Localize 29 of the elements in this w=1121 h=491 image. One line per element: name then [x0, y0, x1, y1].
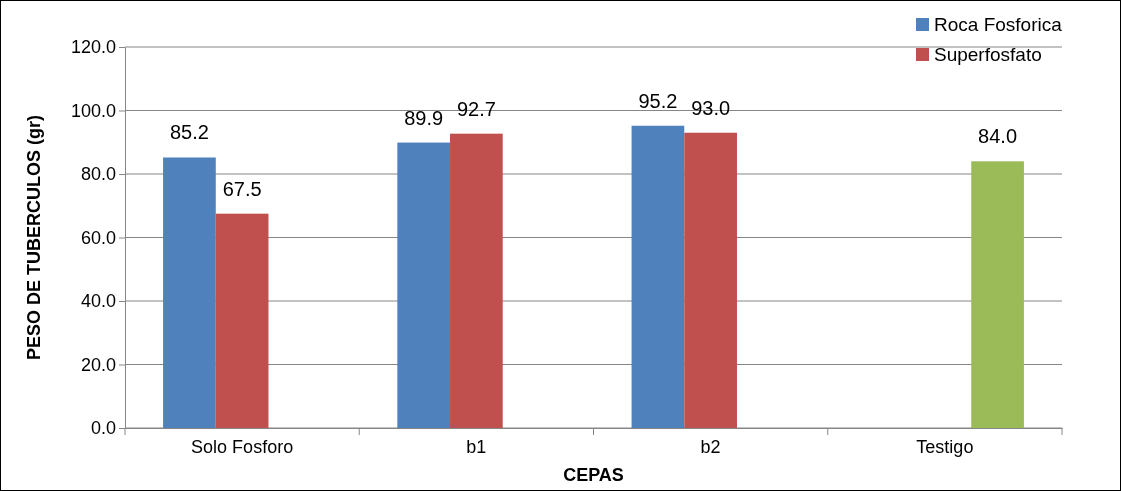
y-tick-label: 40.0: [80, 291, 116, 312]
data-label: 67.5: [222, 177, 262, 200]
y-axis-title: PESO DE TUBERCULOS (gr): [24, 114, 44, 361]
data-label: 93.0: [691, 96, 731, 119]
legend-label: Superfosfato: [934, 44, 1042, 65]
bar: [450, 133, 503, 428]
x-tick-label: b2: [700, 436, 721, 457]
x-tick-label: Testigo: [916, 436, 974, 457]
x-tick-label: Solo Fosforo: [191, 436, 294, 457]
x-tick-label: b1: [466, 436, 487, 457]
data-label: 84.0: [978, 125, 1018, 148]
data-label: 95.2: [638, 89, 678, 112]
y-tick-label: 60.0: [80, 227, 116, 248]
y-tick-label: 80.0: [80, 164, 116, 185]
x-axis-title: CEPAS: [563, 465, 624, 485]
y-tick-label: 120.0: [70, 37, 116, 58]
y-tick-label: 20.0: [80, 354, 116, 375]
y-tick-label: 0.0: [90, 418, 116, 439]
data-label: 89.9: [404, 106, 444, 129]
data-label: 92.7: [456, 97, 496, 120]
bar: [215, 213, 269, 428]
bar: [631, 125, 685, 428]
bar: [684, 132, 737, 428]
legend-label: Roca Fosforica: [934, 14, 1063, 35]
bar: [163, 157, 216, 428]
bar: [397, 142, 451, 428]
data-label: 85.2: [169, 121, 209, 144]
y-tick-label: 100.0: [70, 100, 116, 121]
bar: [971, 161, 1024, 428]
